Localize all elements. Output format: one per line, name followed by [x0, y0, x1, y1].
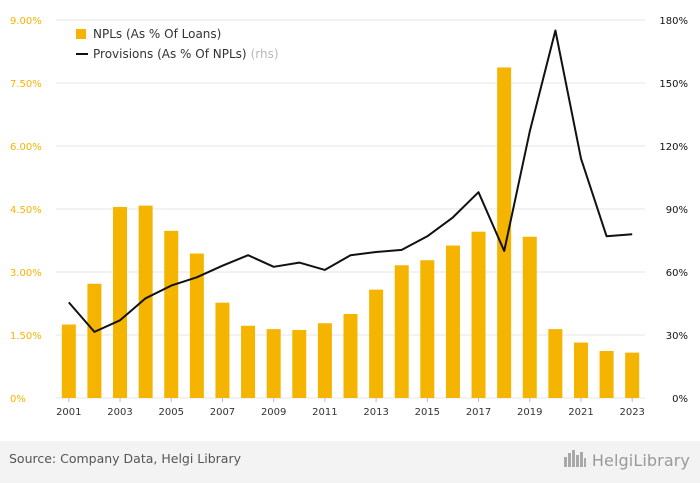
provisions-point-2016[interactable]: [450, 214, 456, 220]
provisions-point-2003[interactable]: [117, 317, 123, 323]
left-axis: 0% 1.50% 3.00% 4.50% 6.00% 7.50% 9.00%: [10, 16, 42, 405]
npl-bar-2013[interactable]: [369, 289, 384, 398]
provisions-point-2021[interactable]: [578, 156, 584, 162]
legend-rhs-suffix: (rhs): [250, 47, 279, 61]
provisions-point-2001[interactable]: [66, 299, 72, 305]
npl-bar-2011[interactable]: [317, 323, 332, 398]
npl-bar-2014[interactable]: [394, 265, 409, 398]
x-tick-label: 2023: [619, 407, 644, 418]
x-tick-label: 2007: [210, 407, 235, 418]
provisions-point-2022[interactable]: [604, 233, 610, 239]
right-axis: 0% 30% 60% 90% 120% 150% 180%: [659, 16, 688, 405]
right-tick-label: 150%: [659, 79, 688, 90]
provisions-point-2006[interactable]: [194, 274, 200, 280]
legend-label-provisions: Provisions (As % Of NPLs): [93, 47, 247, 61]
npl-bar-2008[interactable]: [241, 325, 256, 398]
legend-swatch-bar: [76, 29, 86, 39]
left-tick-label: 4.50%: [10, 205, 42, 216]
npl-bar-2001[interactable]: [61, 324, 76, 399]
legend-item-provisions[interactable]: Provisions (As % Of NPLs) (rhs): [76, 44, 279, 64]
city-skyline-icon: [563, 449, 587, 471]
brand-text: HelgiLibrary: [591, 450, 690, 470]
npl-bar-2021[interactable]: [573, 342, 588, 398]
legend-label-npls: NPLs (As % Of Loans): [93, 27, 222, 41]
left-tick-label: 0%: [10, 394, 26, 405]
provisions-point-2017[interactable]: [476, 189, 482, 195]
provisions-point-2020[interactable]: [552, 28, 558, 34]
x-tick-label: 2021: [568, 407, 593, 418]
left-tick-label: 1.50%: [10, 331, 42, 342]
npl-bar-2006[interactable]: [189, 253, 204, 398]
provisions-line[interactable]: [68, 29, 633, 333]
legend-item-npls[interactable]: NPLs (As % Of Loans): [76, 24, 279, 44]
npl-bar-2003[interactable]: [113, 206, 128, 398]
npl-bar-2022[interactable]: [599, 350, 614, 398]
chart-svg: 0% 1.50% 3.00% 4.50% 6.00% 7.50% 9.00% 0% 30% 60…: [10, 16, 688, 418]
npl-bar-2012[interactable]: [343, 314, 358, 398]
left-tick-label: 3.00%: [10, 268, 42, 279]
provisions-point-2002[interactable]: [91, 329, 97, 335]
npl-bar-2020[interactable]: [548, 329, 563, 398]
npl-bar-2002[interactable]: [87, 283, 102, 398]
x-tick-label: 2011: [312, 407, 337, 418]
right-tick-label: 120%: [659, 142, 688, 153]
npl-bar-2005[interactable]: [164, 230, 179, 398]
source-text: Source: Company Data, Helgi Library: [9, 451, 242, 466]
footer-band: [0, 441, 700, 483]
right-tick-label: 30%: [666, 331, 688, 342]
npl-bar-2015[interactable]: [420, 260, 435, 398]
right-tick-label: 90%: [666, 205, 688, 216]
npl-bar-2017[interactable]: [471, 231, 486, 398]
provisions-point-2004[interactable]: [143, 295, 149, 301]
x-axis: 2001 2003 2005 2007 2009 2011 2013 2015 2017 2019…: [56, 398, 645, 418]
npl-bars: [61, 67, 640, 399]
grid-lines: [56, 19, 645, 399]
provisions-line-layer: [66, 28, 635, 335]
provisions-point-2014[interactable]: [399, 247, 405, 253]
right-tick-label: 60%: [666, 268, 688, 279]
x-tick-label: 2001: [56, 407, 81, 418]
x-tick-label: 2005: [159, 407, 184, 418]
provisions-point-2009[interactable]: [271, 264, 277, 270]
npl-bar-2004[interactable]: [138, 205, 153, 398]
provisions-point-2013[interactable]: [373, 249, 379, 255]
x-tick-label: 2015: [415, 407, 440, 418]
left-tick-label: 6.00%: [10, 142, 42, 153]
left-tick-label: 7.50%: [10, 79, 42, 90]
npl-bar-2018[interactable]: [497, 67, 512, 399]
provisions-point-2008[interactable]: [245, 252, 251, 258]
right-tick-label: 0%: [672, 394, 688, 405]
provisions-point-2023[interactable]: [629, 231, 635, 237]
provisions-point-2005[interactable]: [168, 283, 174, 289]
x-tick-label: 2013: [363, 407, 388, 418]
right-tick-label: 180%: [659, 16, 688, 27]
legend: NPLs (As % Of Loans) Provisions (As % Of…: [76, 24, 279, 64]
npl-bar-2016[interactable]: [445, 245, 460, 398]
provisions-point-2007[interactable]: [219, 263, 225, 269]
x-tick-label: 2017: [466, 407, 491, 418]
provisions-point-2015[interactable]: [424, 233, 430, 239]
brand-logo[interactable]: HelgiLibrary: [563, 448, 690, 472]
npl-bar-2019[interactable]: [522, 236, 537, 398]
provisions-point-2011[interactable]: [322, 267, 328, 273]
x-tick-label: 2019: [517, 407, 542, 418]
npl-bar-2009[interactable]: [266, 329, 281, 398]
provisions-point-2010[interactable]: [296, 260, 302, 266]
npl-bar-2023[interactable]: [625, 352, 640, 398]
npl-bar-2007[interactable]: [215, 302, 230, 398]
npl-bar-2010[interactable]: [292, 329, 307, 398]
left-tick-label: 9.00%: [10, 16, 42, 27]
x-tick-label: 2009: [261, 407, 286, 418]
provisions-point-2012[interactable]: [348, 252, 354, 258]
provisions-point-2018[interactable]: [501, 248, 507, 254]
legend-swatch-line: [76, 53, 88, 55]
provisions-point-2019[interactable]: [527, 128, 533, 134]
x-tick-label: 2003: [107, 407, 132, 418]
